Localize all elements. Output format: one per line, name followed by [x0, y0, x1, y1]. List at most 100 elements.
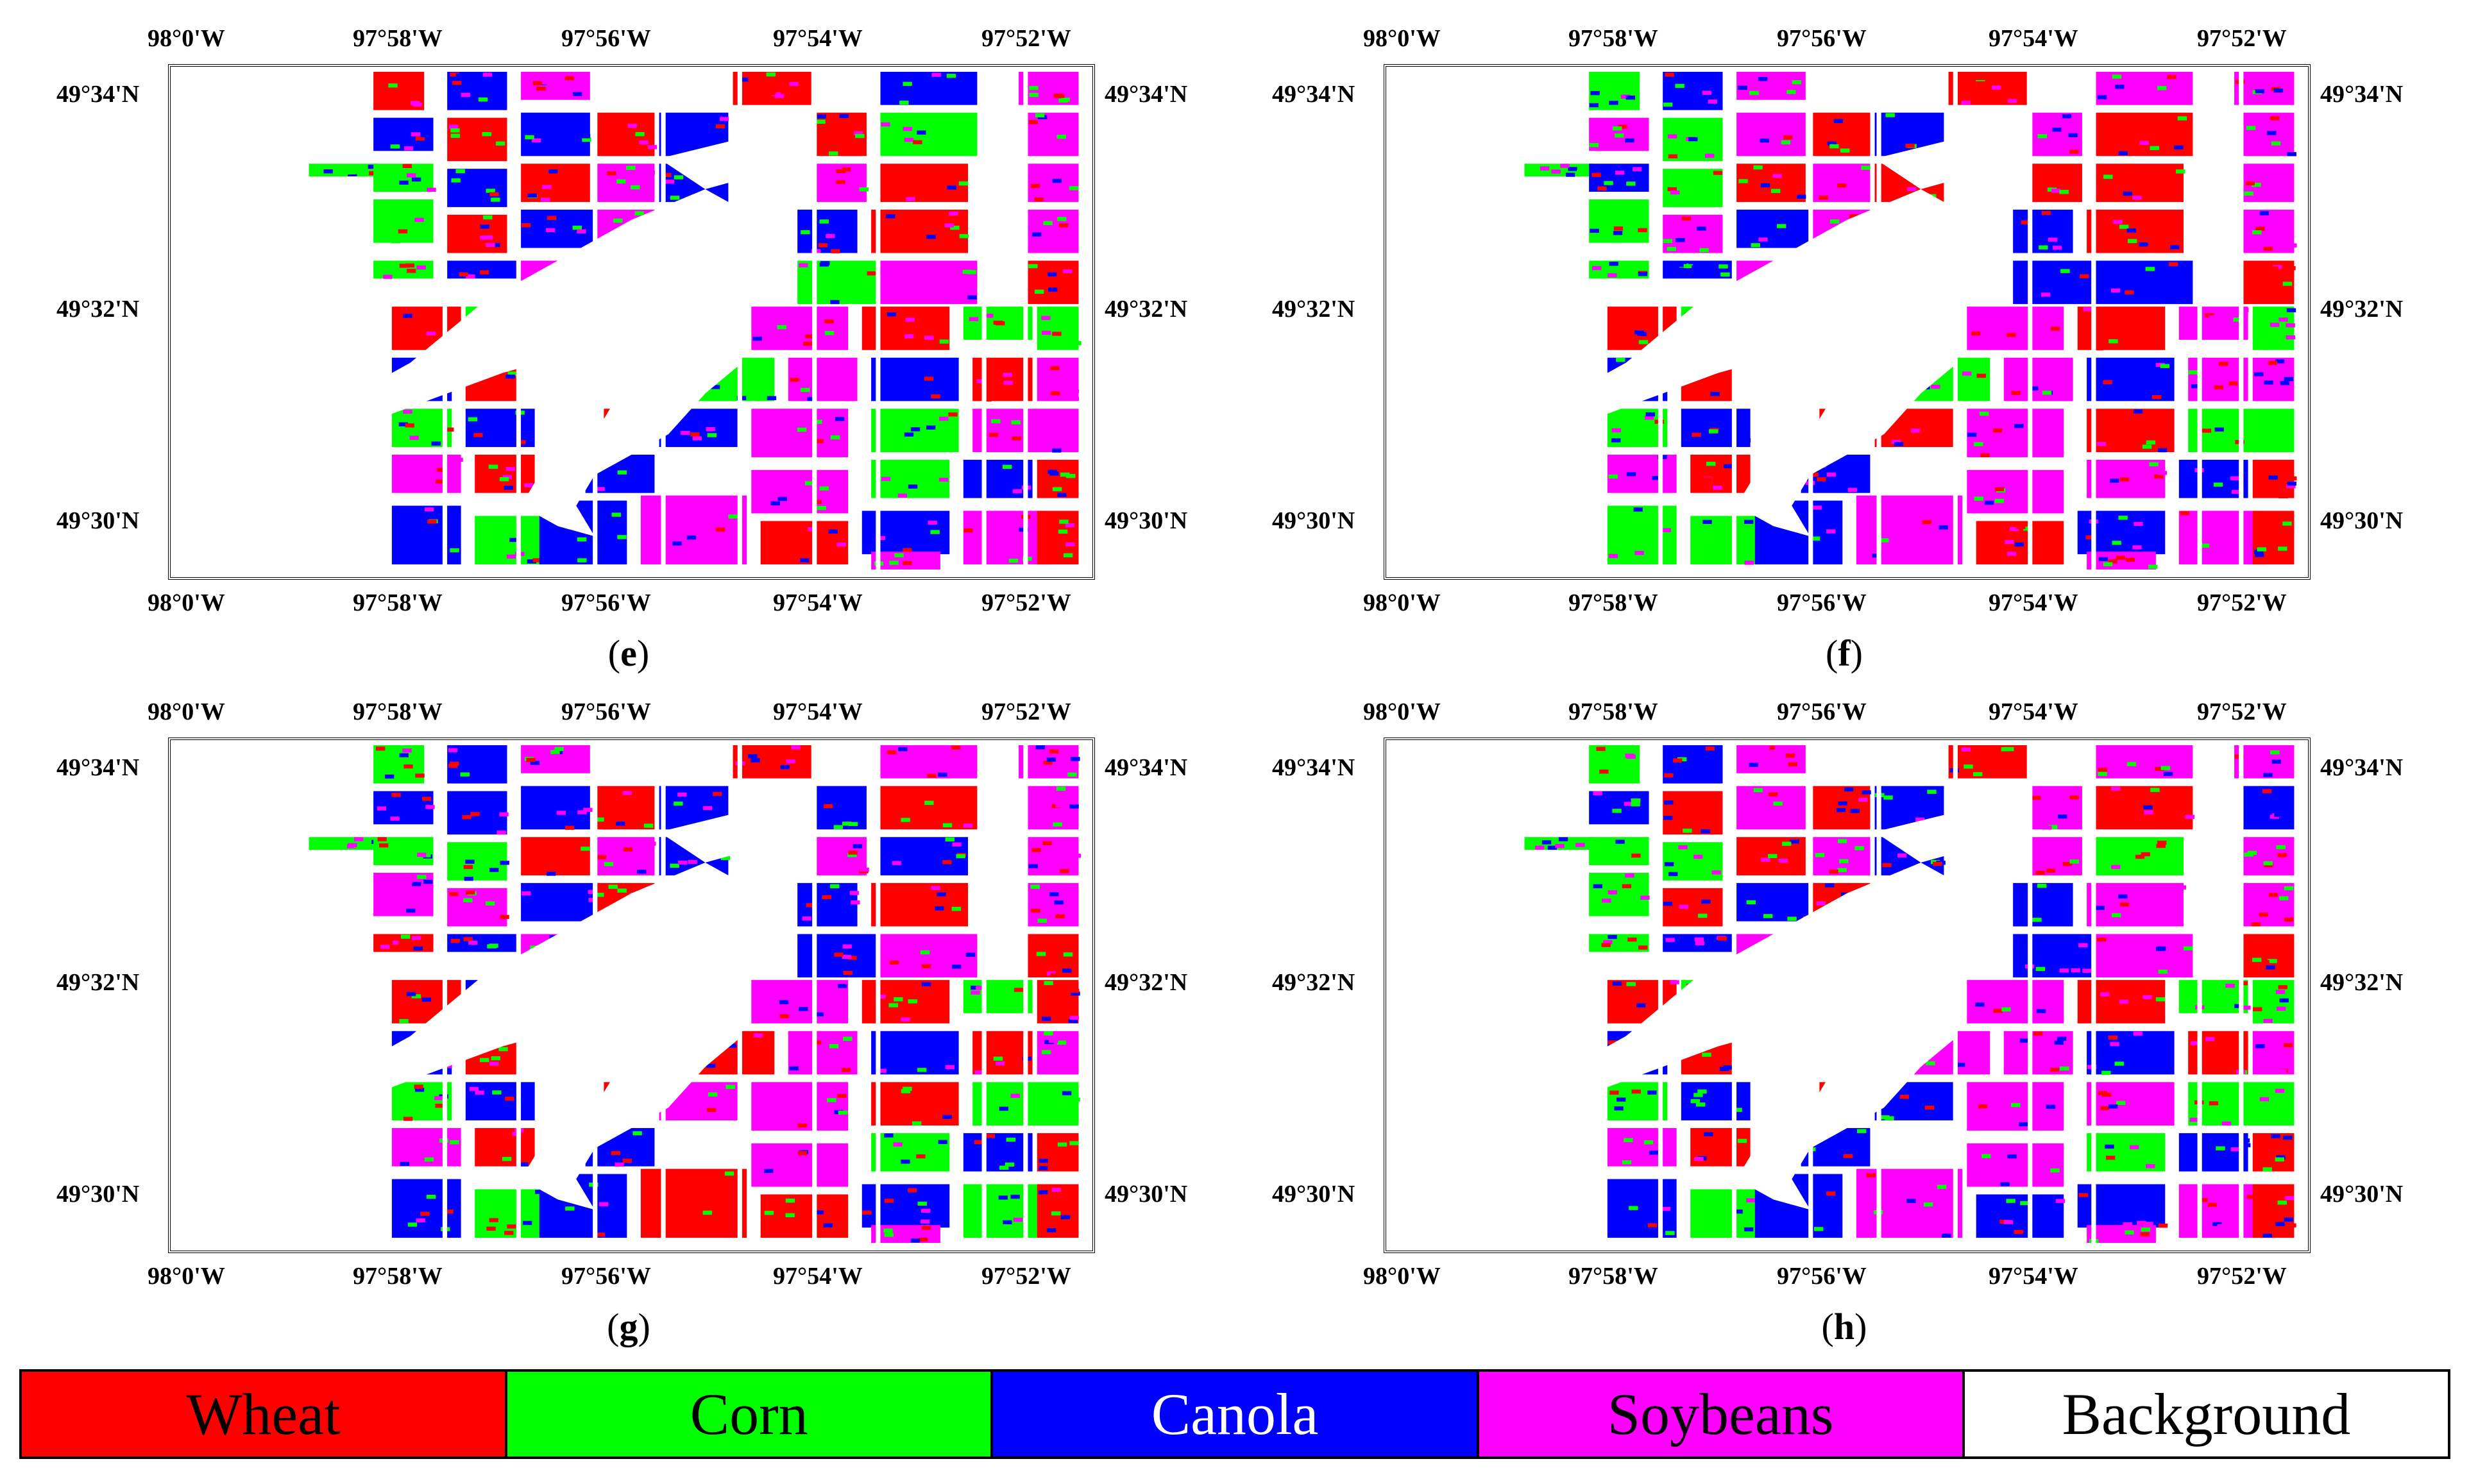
misclassified-pixel [780, 765, 790, 770]
misclassified-pixel [713, 553, 723, 557]
misclassified-pixel [2275, 990, 2286, 994]
misclassified-pixel [1824, 519, 1834, 524]
misclassified-pixel [883, 1228, 893, 1233]
misclassified-pixel [826, 860, 836, 864]
misclassified-pixel [1541, 840, 1552, 845]
misclassified-pixel [2127, 239, 2137, 243]
lon-tick-top: 97°56'W [561, 25, 651, 52]
lat-tick-right: 49°34'N [1105, 754, 1188, 781]
lat-tick-left: 49°30'N [1272, 507, 1355, 534]
misclassified-pixel [425, 805, 435, 809]
field-parcel [1856, 1168, 1963, 1238]
misclassified-pixel [495, 141, 505, 146]
misclassified-pixel [1701, 899, 1711, 904]
misclassified-pixel [2118, 894, 2128, 899]
misclassified-pixel [2058, 814, 2067, 819]
misclassified-pixel [2052, 246, 2062, 250]
map-panel-f: 98°0'W 97°58'W 97°56'W 97°54'W 97°52'W 98°0'W… [1216, 0, 2434, 680]
misclassified-pixel [1049, 749, 1059, 754]
lat-tick-left: 49°30'N [56, 507, 140, 534]
misclassified-pixel [1631, 798, 1641, 803]
misclassified-pixel [2218, 462, 2228, 467]
misclassified-pixel [1631, 1104, 1641, 1109]
misclassified-pixel [2198, 1198, 2208, 1202]
misclassified-pixel [383, 940, 393, 945]
misclassified-pixel [2239, 308, 2249, 312]
misclassified-pixel [1699, 1160, 1709, 1165]
misclassified-pixel [2021, 220, 2031, 224]
misclassified-pixel [2125, 362, 2135, 367]
misclassified-pixel [2071, 968, 2080, 973]
misclassified-pixel [519, 1162, 529, 1167]
misclassified-pixel [2276, 1155, 2286, 1159]
misclassified-pixel [2240, 1138, 2250, 1143]
misclassified-pixel [764, 1211, 774, 1215]
lat-tick-right: 49°30'N [2320, 1181, 2404, 1208]
misclassified-pixel [377, 806, 387, 811]
misclassified-pixel [2213, 482, 2223, 487]
misclassified-pixel [913, 140, 922, 144]
misclassified-pixel [976, 986, 985, 990]
misclassified-pixel [2011, 1102, 2021, 1108]
lon-tick-bottom: 97°58'W [1568, 589, 1658, 616]
misclassified-pixel [2209, 1101, 2219, 1106]
misclassified-pixel [2101, 1070, 2111, 1075]
misclassified-pixel [2275, 1157, 2284, 1162]
misclassified-pixel [2009, 527, 2019, 532]
misclassified-pixel [1901, 436, 1911, 441]
misclassified-pixel [2007, 552, 2017, 556]
misclassified-pixel [1923, 1202, 1933, 1207]
misclassified-pixel [524, 483, 534, 487]
misclassified-pixel [2273, 285, 2283, 289]
field-parcel [760, 1194, 849, 1238]
misclassified-pixel [2014, 1229, 2023, 1235]
misclassified-pixel [1613, 231, 1623, 235]
misclassified-pixel [2145, 267, 2155, 271]
misclassified-pixel [836, 542, 846, 547]
crop-classification-map [1524, 67, 2297, 577]
misclassified-pixel [1049, 892, 1059, 897]
misclassified-pixel [2140, 937, 2150, 941]
misclassified-pixel [1609, 101, 1618, 105]
lon-tick-bottom: 97°58'W [1568, 1263, 1658, 1290]
misclassified-pixel [1596, 841, 1606, 845]
misclassified-pixel [833, 825, 843, 829]
field-parcel [2031, 837, 2082, 875]
misclassified-pixel [2253, 550, 2264, 554]
misclassified-pixel [2150, 146, 2159, 151]
misclassified-pixel [1667, 134, 1677, 139]
field-parcel [963, 510, 1051, 565]
misclassified-pixel [944, 223, 954, 228]
misclassified-pixel [667, 1205, 677, 1210]
misclassified-pixel [2170, 245, 2180, 249]
misclassified-pixel [779, 1000, 789, 1004]
misclassified-pixel [1048, 287, 1058, 292]
misclassified-pixel [607, 171, 616, 176]
misclassified-pixel [1698, 553, 1708, 558]
misclassified-pixel [1816, 901, 1826, 906]
misclassified-pixel [1931, 384, 1940, 389]
misclassified-pixel [505, 1097, 514, 1101]
misclassified-pixel [2129, 1145, 2139, 1150]
misclassified-pixel [583, 807, 593, 812]
misclassified-pixel [901, 818, 910, 822]
misclassified-pixel [2111, 1011, 2121, 1015]
misclassified-pixel [470, 845, 480, 850]
misclassified-pixel [416, 1218, 425, 1223]
misclassified-pixel [965, 952, 976, 957]
misclassified-pixel [1055, 914, 1065, 918]
misclassified-pixel [2284, 1217, 2294, 1222]
misclassified-pixel [1037, 918, 1047, 923]
misclassified-pixel [574, 887, 584, 891]
misclassified-pixel [1837, 868, 1847, 872]
misclassified-pixel [1060, 1065, 1071, 1070]
misclassified-pixel [1012, 436, 1021, 441]
misclassified-pixel [1042, 841, 1052, 846]
misclassified-pixel [1029, 86, 1039, 90]
misclassified-pixel [406, 269, 416, 273]
misclassified-pixel [1589, 143, 1599, 148]
misclassified-pixel [877, 1068, 887, 1073]
misclassified-pixel [967, 295, 977, 299]
misclassified-pixel [2112, 541, 2121, 545]
misclassified-pixel [1810, 536, 1820, 541]
